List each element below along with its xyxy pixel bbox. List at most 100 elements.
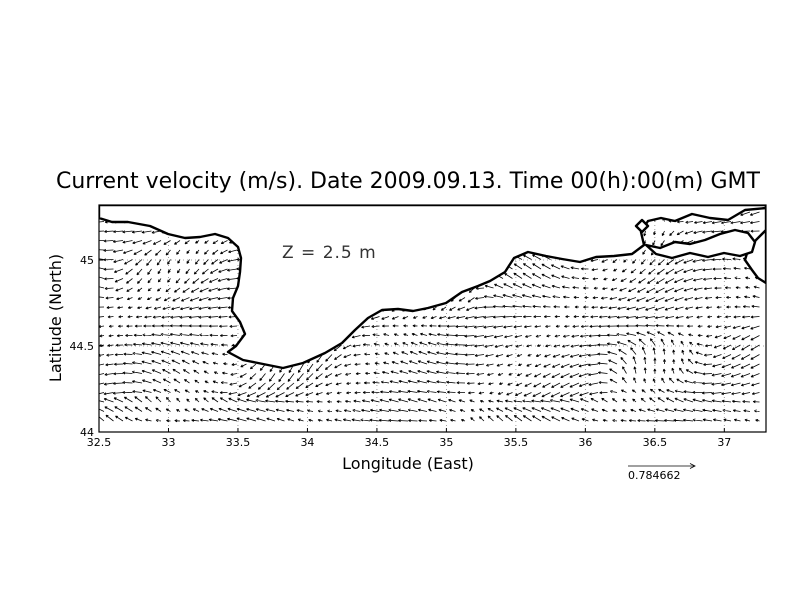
velocity-vector	[399, 370, 409, 374]
velocity-vector	[342, 418, 352, 422]
velocity-vector	[145, 407, 152, 412]
velocity-vector	[513, 263, 523, 270]
velocity-vector	[672, 349, 676, 355]
velocity-vector	[703, 287, 713, 291]
velocity-vector	[437, 324, 447, 328]
velocity-vector	[315, 392, 323, 396]
velocity-vector	[326, 391, 333, 395]
velocity-vector	[345, 372, 352, 376]
velocity-vector	[226, 277, 238, 281]
velocity-vector	[371, 390, 380, 394]
velocity-vector	[684, 379, 694, 384]
velocity-vector	[317, 418, 323, 422]
velocity-vector	[223, 362, 228, 366]
velocity-vector	[392, 351, 399, 355]
velocity-vector	[496, 363, 504, 367]
velocity-vector	[353, 399, 361, 403]
velocity-vector	[113, 362, 124, 366]
velocity-vector	[616, 341, 627, 346]
velocity-vector	[545, 324, 551, 328]
velocity-vector	[151, 369, 162, 374]
velocity-vector	[601, 397, 608, 403]
velocity-vector	[666, 259, 675, 266]
velocity-vector	[646, 331, 656, 336]
velocity-vector	[741, 335, 751, 341]
velocity-vector	[541, 273, 551, 279]
velocity-vector	[561, 416, 570, 422]
velocity-vector	[144, 249, 152, 256]
velocity-vector	[287, 418, 295, 422]
velocity-vector	[146, 259, 152, 266]
velocity-vector	[722, 267, 732, 271]
velocity-vector	[108, 324, 114, 328]
velocity-vector	[165, 287, 171, 293]
velocity-vector	[333, 344, 342, 352]
velocity-vector	[186, 259, 190, 264]
velocity-vector	[155, 419, 162, 423]
velocity-vector	[136, 268, 143, 276]
velocity-vector	[707, 315, 713, 319]
velocity-vector	[494, 344, 504, 348]
velocity-vector	[460, 418, 466, 422]
velocity-vector	[182, 369, 190, 374]
velocity-vector	[230, 334, 238, 338]
velocity-vector	[692, 398, 703, 403]
velocity-vector	[652, 240, 656, 246]
velocity-vector	[609, 297, 618, 301]
velocity-vector	[622, 366, 627, 374]
velocity-vector	[305, 400, 314, 404]
velocity-vector	[553, 305, 561, 309]
velocity-vector	[266, 417, 276, 422]
velocity-vector	[408, 419, 418, 423]
velocity-vector	[560, 373, 570, 378]
velocity-vector	[157, 268, 162, 275]
velocity-vector	[721, 363, 732, 369]
velocity-vector	[516, 373, 523, 377]
velocity-vector	[133, 333, 143, 337]
velocity-vector	[249, 363, 257, 370]
velocity-vector	[531, 407, 542, 412]
velocity-vector	[219, 391, 228, 395]
velocity-vector	[122, 381, 133, 385]
velocity-vector	[132, 342, 143, 346]
velocity-vector	[657, 331, 665, 336]
velocity-vector	[193, 268, 200, 275]
x-tick-label: 34	[300, 436, 314, 449]
velocity-vector	[664, 408, 675, 412]
velocity-vector	[660, 338, 665, 346]
velocity-vector	[132, 380, 143, 384]
velocity-vector	[370, 399, 380, 403]
velocity-vector	[426, 390, 437, 394]
velocity-vector	[731, 363, 741, 369]
velocity-vector	[209, 407, 219, 412]
velocity-vector	[458, 399, 466, 403]
velocity-vector	[483, 305, 494, 309]
velocity-vector	[124, 259, 133, 265]
velocity-vector	[398, 379, 409, 384]
velocity-vector	[474, 306, 485, 310]
velocity-vector	[495, 354, 504, 358]
velocity-vector	[502, 294, 513, 298]
velocity-vector	[602, 419, 608, 422]
velocity-vector	[195, 240, 200, 244]
velocity-vector	[107, 343, 114, 347]
velocity-vector	[610, 287, 618, 291]
velocity-vector	[493, 325, 504, 329]
velocity-vector	[388, 390, 399, 394]
x-tick-label: 37	[717, 436, 731, 449]
velocity-vector	[504, 273, 513, 279]
velocity-vector	[137, 278, 143, 284]
velocity-vector	[486, 363, 494, 367]
velocity-vector	[502, 304, 513, 308]
plot-frame	[98, 204, 767, 433]
velocity-vector	[125, 268, 133, 275]
velocity-vector	[569, 363, 580, 368]
velocity-vector	[581, 418, 589, 422]
velocity-vector	[104, 286, 114, 290]
velocity-vector	[613, 268, 618, 272]
velocity-vector	[99, 373, 105, 376]
velocity-vector	[212, 361, 219, 365]
velocity-vector	[685, 306, 694, 310]
velocity-vector	[327, 400, 333, 404]
velocity-vector	[436, 390, 447, 394]
